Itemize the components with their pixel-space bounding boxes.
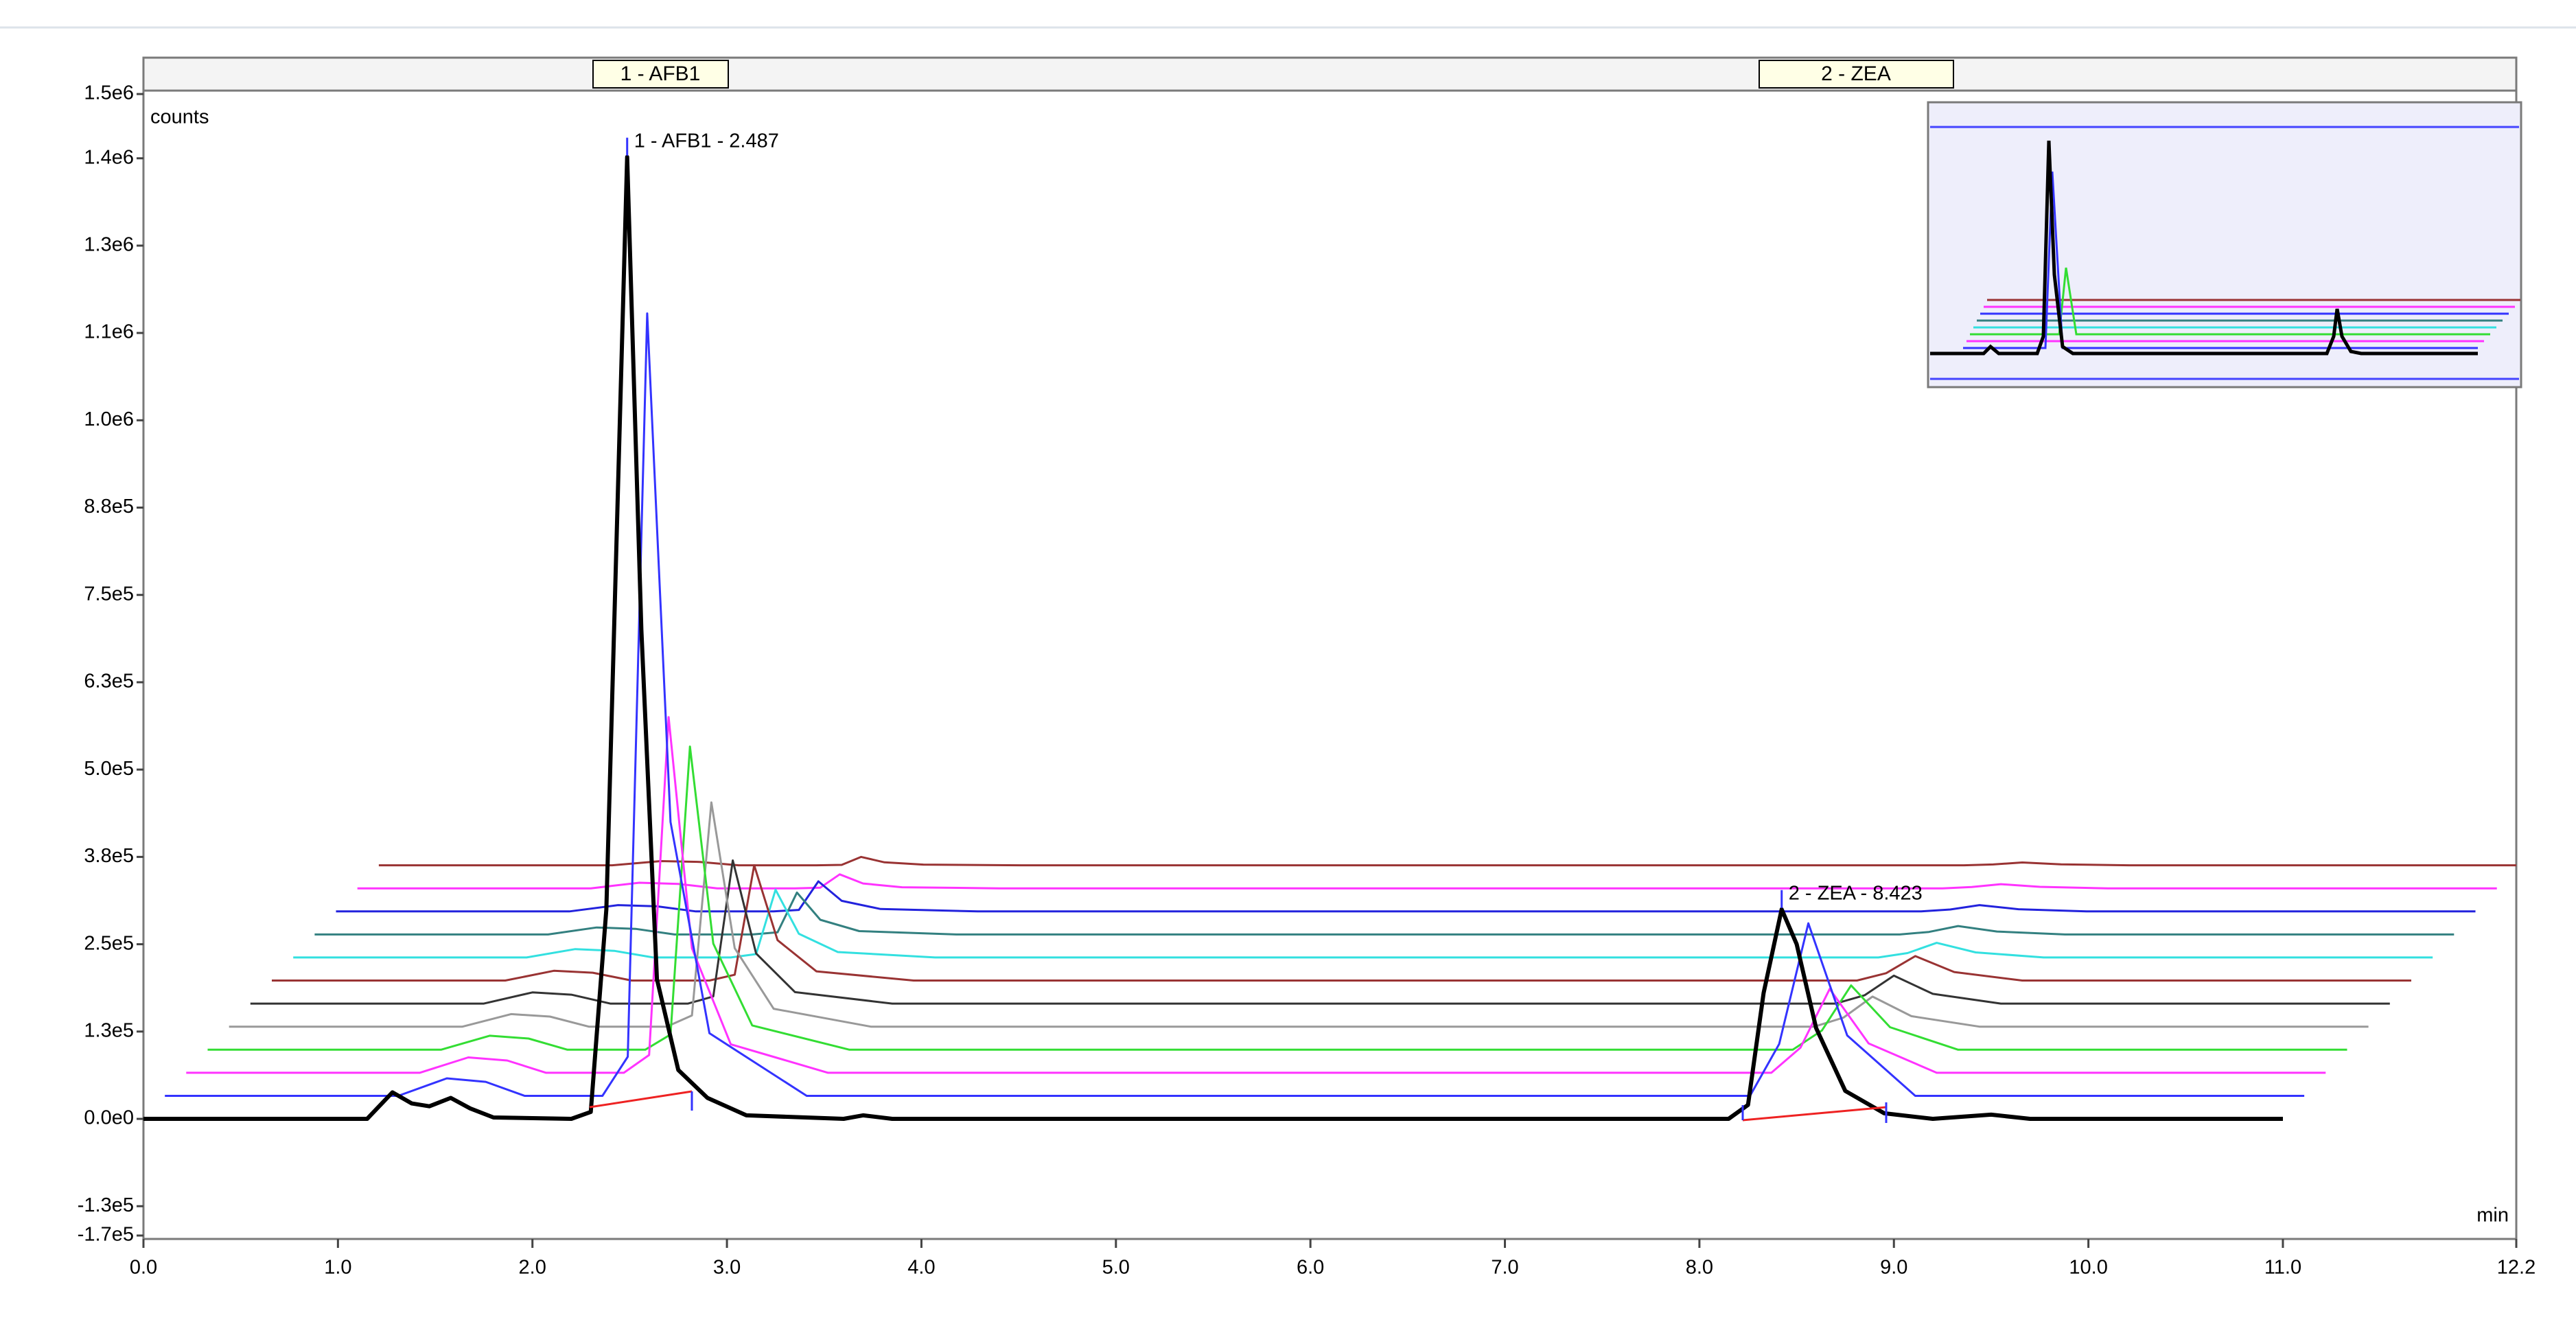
peak-window-label: 1 - AFB1 <box>620 62 701 85</box>
trace <box>229 801 2369 1028</box>
y-tick-label: 0.0e0 <box>84 1107 134 1129</box>
integration-baseline <box>589 1090 693 1109</box>
x-tick-label: 3.0 <box>713 1257 741 1279</box>
peak-window-label: 2 - ZEA <box>1821 62 1891 85</box>
y-tick-label: 8.8e5 <box>84 496 134 518</box>
x-tick-label: 6.0 <box>1297 1257 1324 1279</box>
y-tick-label: 2.5e5 <box>84 932 134 954</box>
y-tick-label: 1.1e6 <box>84 321 134 343</box>
trace <box>250 859 2390 1005</box>
x-tick-label: 7.0 <box>1491 1257 1518 1279</box>
y-axis-label: counts <box>150 106 209 128</box>
x-tick-label: 10.0 <box>2069 1257 2107 1279</box>
y-tick-label: -1.7e5 <box>78 1224 134 1246</box>
peak-window-box <box>592 60 729 89</box>
trace <box>165 312 2305 1097</box>
x-tick-label: 11.0 <box>2264 1257 2301 1279</box>
annotation: 2 - ZEA - 8.423 <box>1789 882 1923 904</box>
y-tick-label: 6.3e5 <box>84 671 134 693</box>
y-tick-label: 7.5e5 <box>84 583 134 605</box>
x-tick-label: 0.0 <box>130 1257 157 1279</box>
trace <box>336 880 2476 913</box>
peak-window-band <box>142 56 2518 92</box>
overview-inset <box>1927 101 2522 389</box>
traces <box>143 154 2516 1121</box>
trace <box>314 891 2455 936</box>
trace <box>357 873 2497 890</box>
inset-trace <box>1930 140 2478 356</box>
x-tick-label: 4.0 <box>907 1257 935 1279</box>
y-tick-label: 3.8e5 <box>84 845 134 867</box>
peak-window-box <box>1759 60 1954 89</box>
x-tick-label: 12.2 <box>2497 1257 2536 1279</box>
integration-baseline <box>1742 1106 1887 1122</box>
annotation: 1 - AFB1 - 2.487 <box>634 130 779 152</box>
trace <box>186 716 2326 1074</box>
trace <box>272 864 2411 982</box>
x-tick-label: 8.0 <box>1686 1257 1713 1279</box>
y-tick-label: 1.4e6 <box>84 146 134 168</box>
trace <box>143 154 2283 1121</box>
x-axis-label: min <box>2476 1205 2509 1227</box>
inset-frame <box>1927 101 2522 389</box>
trace <box>378 855 2516 867</box>
trace <box>207 745 2347 1051</box>
x-tick-label: 1.0 <box>324 1257 351 1279</box>
x-tick-label: 2.0 <box>519 1257 546 1279</box>
x-tick-label: 9.0 <box>1880 1257 1907 1279</box>
y-tick-label: 1.0e6 <box>84 408 134 430</box>
y-tick-label: 1.3e6 <box>84 234 134 256</box>
y-tick-label: 1.3e5 <box>84 1019 134 1041</box>
inset-trace <box>1963 171 2478 349</box>
y-tick-label: 5.0e5 <box>84 758 134 780</box>
x-tick-label: 5.0 <box>1102 1257 1130 1279</box>
y-tick-label: -1.3e5 <box>78 1194 134 1216</box>
y-tick-label: 1.5e6 <box>84 82 134 104</box>
